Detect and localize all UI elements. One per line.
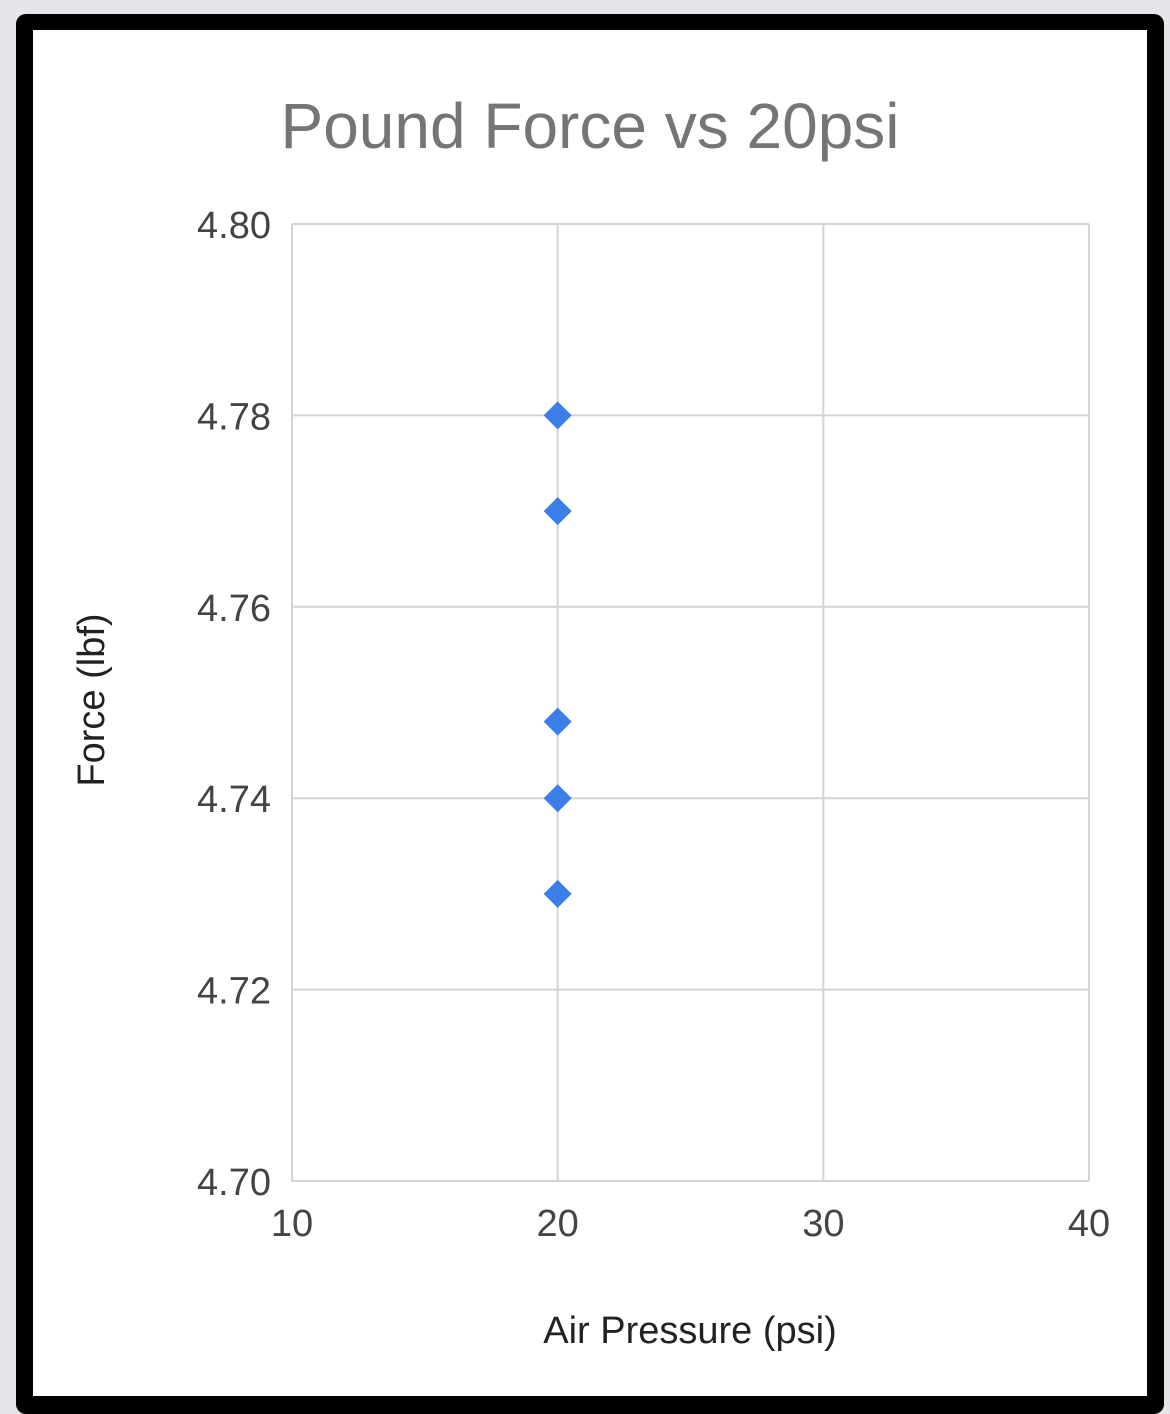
chart-title: Pound Force vs 20psi [281,90,900,162]
data-point-diamond [544,784,572,812]
grid [292,224,1089,1181]
data-point-diamond [544,401,572,429]
data-point-diamond [544,708,572,736]
data-point-diamond [544,880,572,908]
y-tick-label: 4.76 [197,588,271,630]
y-axis-title: Force (lbf) [71,613,113,786]
x-axis-title: Air Pressure (psi) [543,1310,837,1352]
x-tick-label: 30 [802,1203,844,1245]
x-tick-label: 20 [537,1203,579,1245]
y-tick-label: 4.74 [197,779,271,821]
x-tick-label: 10 [271,1203,313,1245]
tick-labels: 10 20 30 40 4.80 4.78 4.76 4.74 4.72 4.70 [197,205,1110,1245]
data-point-diamond [544,497,572,525]
y-tick-label: 4.70 [197,1162,271,1204]
y-tick-label: 4.78 [197,396,271,438]
x-tick-label: 40 [1068,1203,1110,1245]
y-tick-label: 4.72 [197,971,271,1013]
y-tick-label: 4.80 [197,205,271,247]
